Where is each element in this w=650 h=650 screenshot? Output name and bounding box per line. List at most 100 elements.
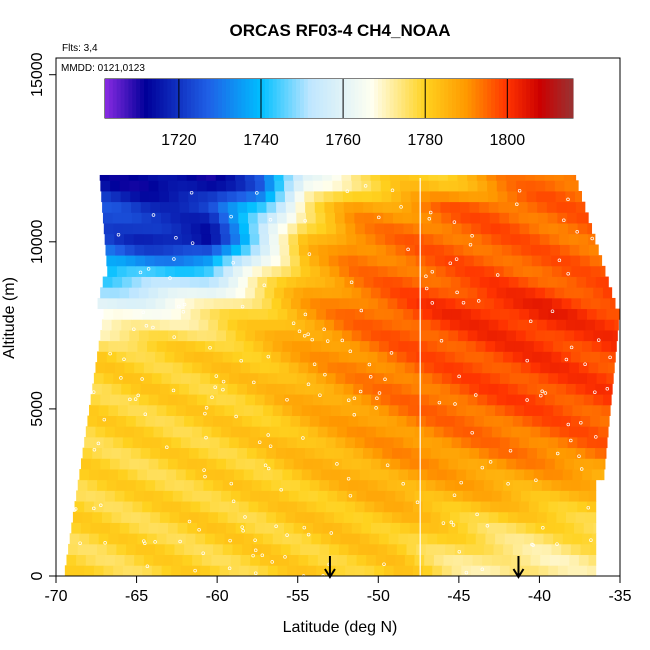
field-cell bbox=[606, 308, 617, 320]
field-cell bbox=[469, 511, 480, 523]
field-cell bbox=[280, 255, 291, 267]
field-cell bbox=[333, 191, 344, 203]
field-cell bbox=[559, 554, 570, 566]
field-cell bbox=[508, 383, 519, 395]
field-cell bbox=[405, 244, 416, 256]
field-cell bbox=[151, 308, 162, 320]
field-cell bbox=[229, 372, 240, 384]
field-cell bbox=[238, 501, 249, 513]
field-cell bbox=[433, 233, 444, 245]
field-cell bbox=[493, 297, 505, 310]
field-cell bbox=[546, 447, 557, 459]
field-cell bbox=[240, 244, 251, 256]
x-tick-label: -40 bbox=[528, 588, 551, 605]
field-cell bbox=[182, 362, 193, 374]
field-cell bbox=[340, 340, 351, 352]
field-cell bbox=[553, 469, 564, 481]
field-cell bbox=[422, 372, 433, 384]
field-cell bbox=[549, 490, 560, 502]
field-cell bbox=[480, 565, 491, 576]
field-cell bbox=[451, 565, 462, 576]
field-cell bbox=[119, 522, 130, 534]
field-cell bbox=[569, 244, 580, 256]
field-cell bbox=[533, 533, 544, 545]
field-cell bbox=[383, 372, 394, 384]
field-cell bbox=[216, 458, 227, 470]
field-cell bbox=[87, 543, 98, 556]
colorbar-segment bbox=[222, 79, 227, 118]
sample-point bbox=[253, 548, 258, 553]
field-cell bbox=[406, 479, 417, 491]
field-cell bbox=[423, 233, 434, 245]
field-cell bbox=[390, 458, 401, 470]
field-cell bbox=[428, 287, 439, 299]
field-cell bbox=[197, 458, 208, 470]
field-cell bbox=[97, 297, 108, 310]
field-cell bbox=[366, 554, 377, 566]
field-cell bbox=[429, 180, 440, 192]
field-cell bbox=[359, 533, 370, 545]
field-cell bbox=[489, 276, 500, 288]
field-cell bbox=[382, 447, 393, 459]
field-cell bbox=[522, 255, 533, 267]
field-cell bbox=[127, 469, 138, 481]
field-cell bbox=[285, 383, 296, 395]
field-cell bbox=[601, 340, 612, 352]
field-cell bbox=[485, 404, 496, 416]
field-cell bbox=[370, 287, 381, 299]
field-cell bbox=[177, 458, 188, 470]
field-cell bbox=[582, 533, 593, 545]
field-cell bbox=[124, 426, 135, 438]
field-cell bbox=[538, 223, 549, 235]
field-cell bbox=[509, 436, 520, 449]
field-cell bbox=[317, 233, 328, 245]
field-cell bbox=[229, 223, 240, 235]
sample-point bbox=[461, 300, 466, 305]
colorbar-tick-label: 1760 bbox=[325, 132, 361, 149]
field-cell bbox=[76, 490, 87, 502]
field-cell bbox=[359, 340, 370, 352]
field-cell bbox=[499, 372, 511, 384]
field-cell bbox=[551, 351, 562, 363]
field-cell bbox=[404, 233, 415, 245]
field-cell bbox=[116, 265, 127, 277]
field-cell bbox=[425, 415, 436, 427]
sample-point bbox=[390, 188, 395, 193]
field-cell bbox=[433, 490, 444, 502]
field-cell bbox=[496, 180, 507, 192]
field-cell bbox=[203, 415, 214, 427]
field-cell bbox=[252, 265, 263, 277]
field-cell bbox=[150, 383, 161, 395]
sample-point bbox=[318, 393, 322, 397]
field-cell bbox=[576, 276, 587, 288]
field-cell bbox=[198, 201, 209, 213]
colorbar-segment bbox=[140, 79, 145, 118]
field-cell bbox=[345, 436, 356, 449]
field-cell bbox=[572, 533, 583, 545]
field-cell bbox=[95, 362, 106, 374]
field-cell bbox=[145, 255, 156, 267]
field-cell bbox=[200, 308, 211, 320]
field-cell bbox=[165, 297, 176, 310]
field-cell bbox=[530, 233, 541, 245]
field-cell bbox=[151, 212, 162, 224]
field-cell bbox=[113, 308, 124, 320]
field-cell bbox=[226, 522, 237, 534]
field-cell bbox=[166, 404, 177, 416]
field-cell bbox=[522, 265, 534, 277]
field-cell bbox=[327, 233, 338, 245]
field-cell bbox=[424, 554, 435, 566]
field-cell bbox=[603, 394, 612, 406]
field-cell bbox=[145, 297, 156, 310]
field-cell bbox=[257, 212, 268, 224]
field-cell bbox=[101, 383, 112, 395]
field-cell bbox=[232, 543, 243, 556]
field-cell bbox=[284, 191, 295, 203]
field-cell bbox=[537, 383, 548, 395]
field-cell bbox=[308, 490, 319, 502]
colorbar-segment bbox=[432, 79, 437, 118]
field-cell bbox=[263, 533, 274, 545]
field-cell bbox=[566, 276, 577, 288]
colorbar-segment bbox=[537, 79, 543, 118]
field-cell bbox=[329, 415, 340, 427]
